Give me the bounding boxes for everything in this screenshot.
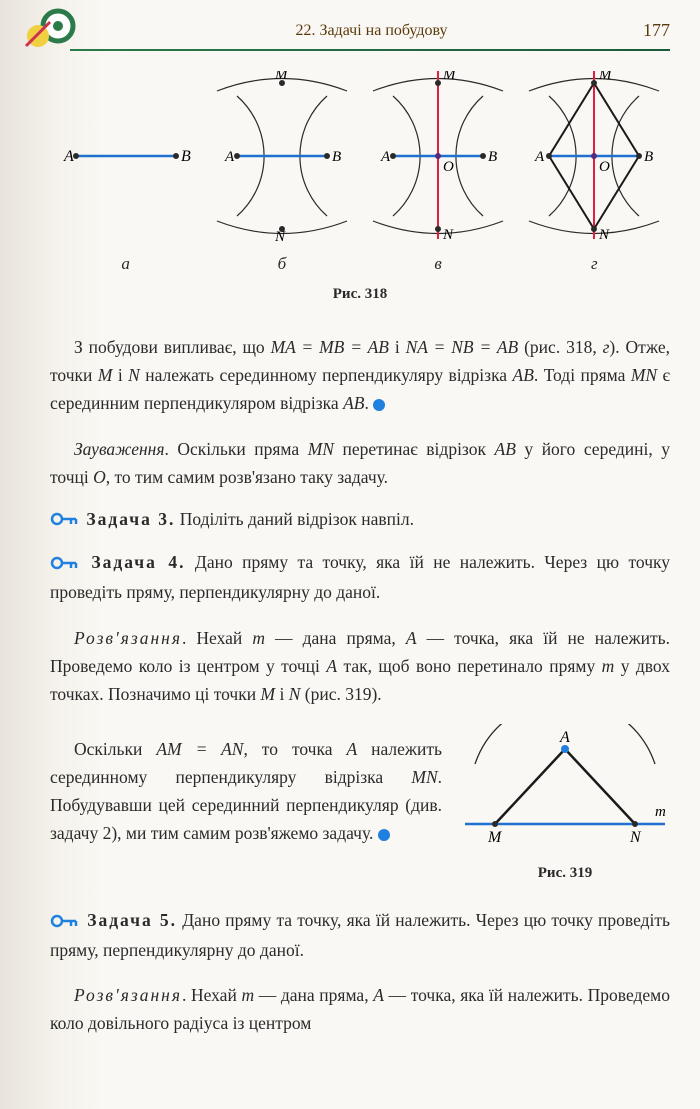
fig318-panel-d: A B M N O г <box>519 71 670 274</box>
task-5-solution-p1: Розв'язання. Нехай m — дана пряма, A — т… <box>50 981 670 1037</box>
remark-paragraph: Зауваження. Оскільки пряма MN перетинає … <box>50 435 670 491</box>
svg-text:M: M <box>274 71 289 83</box>
fig318-panel-b: A B M N б <box>206 71 357 274</box>
figure-318-row: A B а A B M N б <box>50 71 670 274</box>
task-4-solution-p1: Розв'язання. Нехай m — дана пряма, A — т… <box>50 624 670 708</box>
svg-text:O: O <box>443 159 454 175</box>
page-header: 22. Задачі на побудову 177 <box>50 20 670 41</box>
page-logo <box>20 8 80 61</box>
key-icon <box>50 908 78 936</box>
svg-text:M: M <box>598 71 613 83</box>
figure-318-caption: Рис. 318 <box>50 286 670 303</box>
svg-text:N: N <box>274 229 286 241</box>
task-3: Задача 3. Поділіть даний відрізок навпіл… <box>50 505 670 535</box>
svg-text:B: B <box>488 149 497 165</box>
key-icon <box>50 506 78 534</box>
fig318-panel-c: A B M N O в <box>363 71 514 274</box>
svg-text:A: A <box>63 148 74 165</box>
svg-text:A: A <box>224 149 235 165</box>
end-dot-icon <box>373 399 385 411</box>
svg-text:B: B <box>644 149 653 165</box>
svg-text:M: M <box>487 829 503 846</box>
page-number: 177 <box>643 20 670 41</box>
svg-text:A: A <box>559 729 570 746</box>
svg-text:N: N <box>442 227 454 241</box>
section-title: 22. Задачі на побудову <box>100 22 643 40</box>
svg-text:A: A <box>380 149 391 165</box>
svg-text:m: m <box>655 804 666 820</box>
svg-text:N: N <box>598 227 610 241</box>
figure-319: A M N m Рис. 319 <box>460 724 670 882</box>
figure-319-caption: Рис. 319 <box>460 865 670 882</box>
header-divider <box>70 49 670 51</box>
svg-text:N: N <box>629 829 642 846</box>
end-dot-icon <box>378 829 390 841</box>
task-5: Задача 5. Дано пряму та точку, яка їй на… <box>50 906 670 964</box>
panel-label-d: г <box>519 254 670 274</box>
panel-label-c: в <box>363 254 514 274</box>
panel-label-a: а <box>50 254 201 274</box>
task-4: Задача 4. Дано пряму та точку, яка їй не… <box>50 548 670 606</box>
svg-text:M: M <box>442 71 457 83</box>
svg-text:B: B <box>181 148 191 165</box>
svg-text:O: O <box>599 159 610 175</box>
fig318-panel-a: A B а <box>50 71 201 274</box>
panel-label-b: б <box>206 254 357 274</box>
paragraph-1: З побудови випливає, що MA = MB = AB і N… <box>50 333 670 417</box>
key-icon <box>50 550 78 578</box>
task-4-wrap: A M N m Рис. 319 Оскільки AM = AN, то то… <box>50 718 670 892</box>
svg-text:A: A <box>534 149 545 165</box>
svg-text:B: B <box>332 149 341 165</box>
